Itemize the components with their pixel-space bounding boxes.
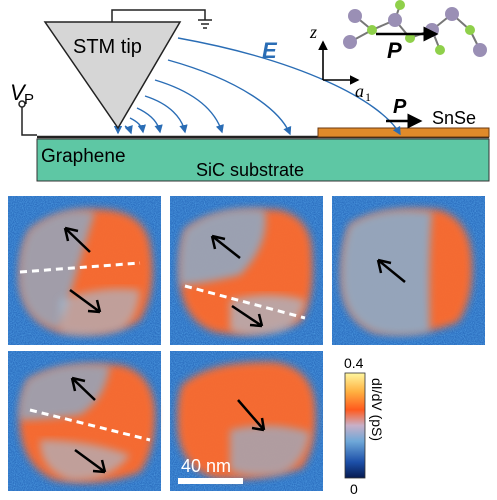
ground-wire (111, 9, 206, 22)
field-line-6 (129, 117, 146, 134)
sample-label: SnSe (432, 108, 476, 128)
voltage-terminal (18, 100, 26, 108)
polarization-label-sample: P (393, 96, 407, 118)
colorbar-min-label: 0 (350, 481, 358, 497)
field-line-2 (167, 59, 292, 136)
panel-2 (170, 196, 323, 345)
field-line-4 (144, 95, 188, 134)
field-label: E (262, 38, 278, 63)
schematic: V P E STM tip Graphene SiC substrate P S… (10, 0, 490, 182)
sic-substrate (36, 138, 490, 182)
atom-sn (445, 7, 459, 21)
snse-island (317, 127, 490, 138)
panel-1 (8, 196, 161, 345)
colorbar-max-label: 0.4 (344, 355, 364, 371)
tip-label: STM tip (73, 36, 142, 58)
axis-a-subscript: 1 (365, 90, 371, 104)
stm-tip (43, 21, 182, 130)
colorbar: 0.4 0 dI/dV (pS) (344, 355, 385, 497)
atom-sn (348, 9, 362, 23)
graphene-label: Graphene (41, 146, 126, 167)
panel-5: 40 nm (170, 351, 323, 491)
axis-z-label: z (309, 22, 317, 42)
polarization-label-crystal: P (387, 38, 402, 63)
atom-sn (388, 13, 402, 27)
voltage-label: V (10, 80, 27, 105)
panel-3 (332, 196, 485, 345)
atom-sn (343, 35, 357, 49)
crystal-structure (343, 0, 487, 57)
atom-se (395, 0, 405, 10)
field-line-1 (177, 37, 401, 136)
field-line-7 (124, 125, 133, 135)
colorbar-axis-label: dI/dV (pS) (369, 378, 385, 441)
atom-se (367, 25, 377, 35)
atom-se (465, 25, 475, 35)
substrate-label: SiC substrate (196, 160, 304, 180)
panel-4 (8, 351, 161, 491)
maps: 40 nm 0.4 0 dI/dV (pS) (8, 196, 485, 497)
atom-sn (473, 43, 487, 57)
field-line-3 (154, 79, 224, 134)
scale-bar (178, 478, 243, 484)
axis-a-label: a (355, 81, 364, 101)
voltage-subscript: P (24, 91, 34, 108)
scale-bar-label: 40 nm (181, 456, 231, 476)
atom-se (405, 33, 415, 43)
voltage-wire (21, 105, 37, 136)
atom-se (435, 45, 445, 55)
field-line-5 (136, 107, 163, 134)
colorbar-gradient (344, 372, 366, 479)
